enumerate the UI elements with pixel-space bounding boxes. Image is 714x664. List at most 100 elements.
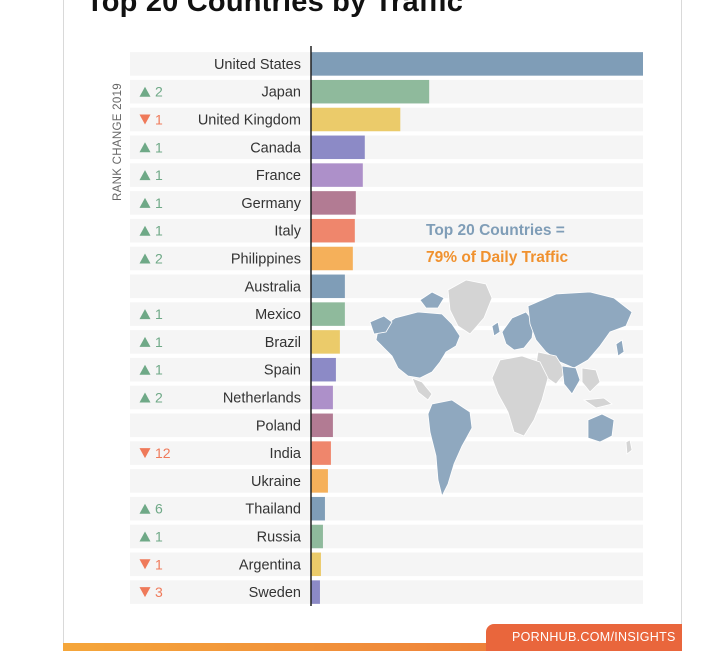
rank-change-value: 6 [155,501,163,517]
rank-up-icon [139,142,151,153]
world-map-graphic [369,279,633,498]
country-label: Russia [257,530,302,546]
rank-up-icon [139,86,151,97]
row-background [130,580,643,604]
row-backgrounds [130,52,643,604]
map-se-asia [581,367,601,393]
row-background [130,218,643,243]
map-europe [501,311,535,351]
bar-japan [311,79,430,104]
map-canada-islands [419,291,445,309]
rank-change-value: 1 [155,112,163,128]
rank-up-icon [139,503,151,514]
rank-up-icon [139,531,151,542]
rank-down-icon [139,559,151,570]
annotation-line-1: Top 20 Countries = [426,222,565,239]
chart-title: Top 20 Countries by Traffic [86,0,464,18]
bar-canada [311,135,365,160]
row-background [130,191,643,215]
map-south-america [427,399,473,498]
bar-thailand [311,496,325,521]
row-background [130,385,643,410]
bar-australia [311,274,345,299]
rank-change-value: 1 [155,167,163,183]
bar-poland [311,413,333,438]
rank-change-value: 1 [155,362,163,378]
map-central-america [411,377,433,401]
country-label: Germany [241,196,301,212]
row-background [130,163,643,187]
country-label: Spain [264,363,301,379]
country-label: Thailand [245,502,301,518]
map-north-america [375,311,461,379]
bar-india [311,441,331,465]
map-russia-asia [527,291,633,369]
country-label: Mexico [255,307,301,323]
card-border-right [681,0,682,646]
bar-france [311,163,363,187]
bar-argentina [311,552,321,577]
bar-germany [311,191,356,215]
row-background [130,552,643,577]
bar-brazil [311,330,340,354]
bar-sweden [311,580,320,604]
row-background [130,246,643,271]
annotation-line-2: 79% of Daily Traffic [426,249,569,266]
rank-change-value: 1 [155,139,163,155]
rank-down-icon [139,448,151,459]
map-japan [615,339,625,357]
map-uk [491,321,501,337]
bar-italy [311,218,355,243]
bar-united-states [311,52,643,76]
row-background [130,496,643,521]
map-africa [491,355,549,437]
rank-change-value: 3 [155,584,163,600]
rank-up-icon [139,197,151,208]
country-label: France [256,168,301,184]
rank-up-icon [139,170,151,181]
country-label: United Kingdom [198,113,301,129]
rank-change-value: 1 [155,529,163,545]
footer-source-link[interactable]: PORNHUB.COM/INSIGHTS [512,630,676,644]
footer-tab [486,624,682,651]
row-background [130,135,643,160]
row-background [130,274,643,299]
country-label: Sweden [249,585,301,601]
country-label: Brazil [265,335,301,351]
country-label: India [270,446,302,462]
footer-bar [63,643,682,651]
country-label: Ukraine [251,474,301,490]
rank-change-value: 1 [155,556,163,572]
country-labels: United States Japan United Kingdom Canada Fr… [198,57,302,601]
row-background [130,469,643,493]
rank-down-icon [139,114,151,125]
rank-change-value: 1 [155,195,163,211]
country-label: Argentina [239,557,302,573]
rank-change-value: 2 [155,390,163,406]
bar-united-kingdom [311,107,401,132]
country-label: United States [214,57,301,73]
rank-change-value: 1 [155,223,163,239]
country-label: Poland [256,418,301,434]
rank-down-icon [139,587,151,598]
bar-spain [311,357,336,382]
map-greenland [447,279,493,335]
rank-up-icon [139,336,151,347]
country-label: Netherlands [223,391,301,407]
bars [311,52,643,604]
row-background [130,524,643,549]
rank-up-icon [139,225,151,236]
map-new-zealand [625,439,633,455]
country-label: Canada [250,140,302,156]
rank-up-icon [139,392,151,403]
row-background [130,441,643,465]
rank-change-value: 2 [155,251,163,267]
bar-philippines [311,246,353,271]
bar-netherlands [311,385,333,410]
rank-up-icon [139,364,151,375]
rank-up-icon [139,309,151,320]
country-label: Japan [261,85,301,101]
map-australia [587,413,615,443]
